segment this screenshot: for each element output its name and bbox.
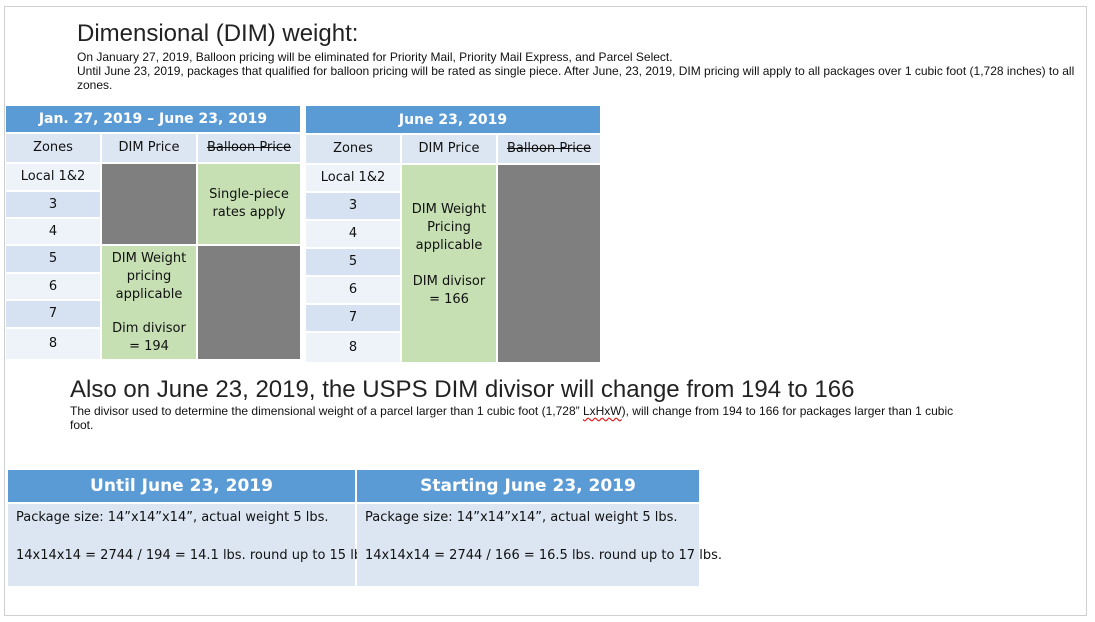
dim-price-na-block <box>102 164 196 244</box>
zone-row: 5 <box>6 246 100 272</box>
zone-row: 7 <box>306 305 400 331</box>
divisor-paragraph: The divisor used to determine the dimens… <box>70 404 960 432</box>
until-header: Until June 23, 2019 <box>8 470 355 502</box>
dim-pricing-text: DIM Weight Pricing applicable <box>411 202 487 253</box>
balloon-na-block <box>198 246 300 359</box>
zone-row: 3 <box>306 193 400 219</box>
table-left-header: Jan. 27, 2019 – June 23, 2019 <box>6 106 300 132</box>
dim-divisor-text: DIM divisor = 166 <box>412 274 486 307</box>
intro-paragraph: On January 27, 2019, Balloon pricing wil… <box>77 50 1082 92</box>
balloon-na-block <box>498 165 600 362</box>
starting-package-size: Package size: 14”x14”x14”, actual weight… <box>365 510 678 525</box>
col-balloon-price: Balloon Price <box>498 135 600 163</box>
table-right-header: June 23, 2019 <box>306 106 600 133</box>
col-dim-price: DIM Price <box>102 134 196 162</box>
col-zones: Zones <box>6 134 100 162</box>
dim-pricing-text: DIM Weight pricing applicable <box>111 250 187 302</box>
starting-calculation: 14x14x14 = 2744 / 166 = 16.5 lbs. round … <box>365 548 722 563</box>
starting-header: Starting June 23, 2019 <box>357 470 699 502</box>
until-package-size: Package size: 14”x14”x14”, actual weight… <box>16 510 329 525</box>
col-zones: Zones <box>306 135 400 163</box>
zone-row: 8 <box>306 333 400 362</box>
zone-row: 4 <box>306 221 400 247</box>
divisor-text-end: ), will change from 194 to 166 for packa… <box>70 404 954 432</box>
single-piece-block: Single-piece rates apply <box>198 164 300 244</box>
zone-row: 3 <box>6 192 100 217</box>
zone-row: 4 <box>6 219 100 244</box>
zone-row: 6 <box>6 274 100 299</box>
starting-body: Package size: 14”x14”x14”, actual weight… <box>357 504 722 586</box>
divisor-text-start: The divisor used to determine the dimens… <box>70 404 583 418</box>
section-title-divisor-change: Also on June 23, 2019, the USPS DIM divi… <box>70 376 855 403</box>
dim-pricing-block: DIM Weight Pricing applicable DIM diviso… <box>402 165 496 362</box>
col-dim-price: DIM Price <box>402 135 496 163</box>
intro-line-2: Until June 23, 2019, packages that quali… <box>77 64 1075 92</box>
section-title-dim-weight: Dimensional (DIM) weight: <box>77 20 359 47</box>
zone-row: 7 <box>6 301 100 327</box>
zone-row: 5 <box>306 249 400 275</box>
zone-row: Local 1&2 <box>306 165 400 191</box>
lxhxw-text: LxHxW <box>582 404 622 418</box>
zone-row: 8 <box>6 329 100 359</box>
zone-row: Local 1&2 <box>6 164 100 190</box>
until-calculation: 14x14x14 = 2744 / 194 = 14.1 lbs. round … <box>16 548 373 563</box>
zone-row: 6 <box>306 277 400 303</box>
col-balloon-price: Balloon Price <box>198 134 300 162</box>
dim-pricing-block: DIM Weight pricing applicable Dim diviso… <box>102 246 196 359</box>
dim-divisor-text: Dim divisor = 194 <box>112 320 186 354</box>
until-body: Package size: 14”x14”x14”, actual weight… <box>8 504 373 586</box>
intro-line-1: On January 27, 2019, Balloon pricing wil… <box>77 50 673 64</box>
